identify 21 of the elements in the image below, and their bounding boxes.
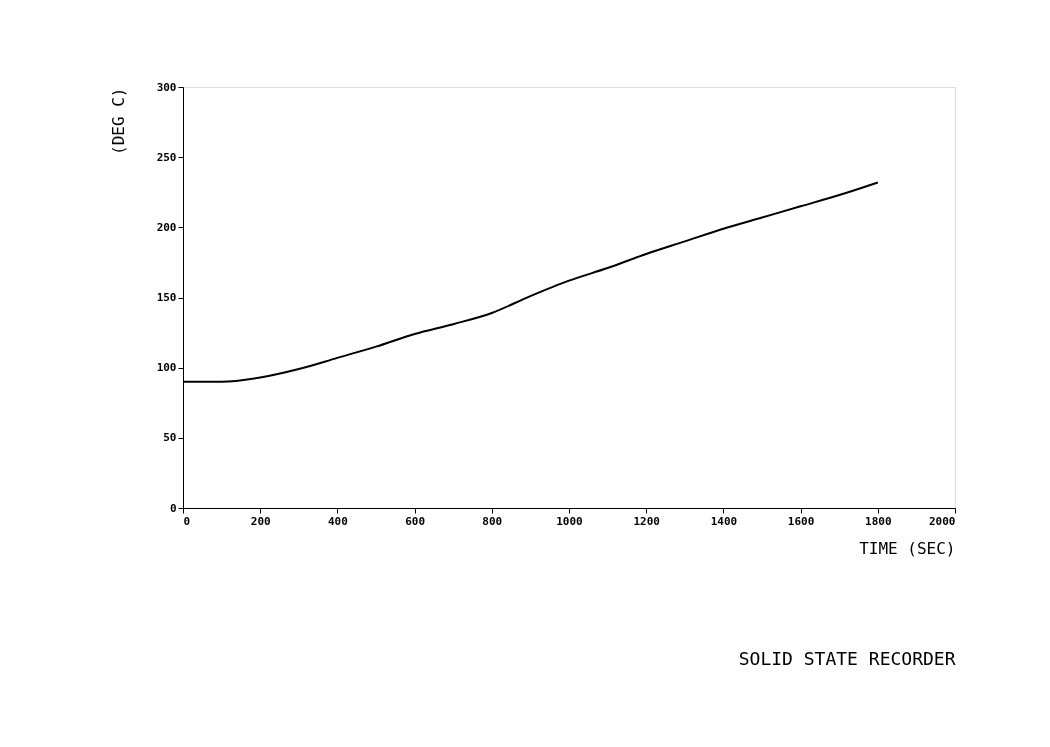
y-axis-title: (DEG C)	[108, 87, 128, 155]
y-tick-label: 300	[156, 80, 177, 94]
x-tick-label: 0	[183, 514, 191, 528]
y-tick-label: 100	[156, 361, 177, 375]
x-axis-title: TIME (SEC)	[859, 538, 956, 558]
y-tick-label: 250	[156, 150, 177, 164]
x-tick-label: 1400	[710, 514, 738, 528]
x-tick-label: 1200	[633, 514, 660, 528]
x-tick-label: 1000	[556, 514, 583, 528]
y-tick-label: 150	[156, 291, 177, 304]
x-tick-label: 2000	[929, 514, 956, 528]
x-tick-label: 800	[482, 514, 503, 528]
x-tick-label: 200	[250, 514, 271, 528]
y-tick-label: 0	[169, 501, 177, 515]
x-tick-label: 1800	[865, 514, 892, 528]
x-tick-label: 600	[405, 514, 426, 528]
x-tick-label: 1600	[787, 514, 815, 528]
y-tick-label: 50	[163, 431, 177, 445]
x-tick-label: 400	[327, 514, 348, 528]
y-tick-label: 200	[156, 220, 177, 234]
text: SOLID STATE RECORDER	[738, 648, 956, 669]
